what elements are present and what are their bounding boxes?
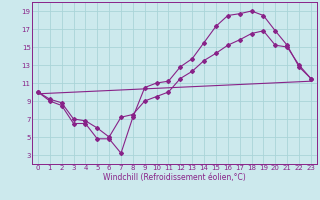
X-axis label: Windchill (Refroidissement éolien,°C): Windchill (Refroidissement éolien,°C) [103, 173, 246, 182]
